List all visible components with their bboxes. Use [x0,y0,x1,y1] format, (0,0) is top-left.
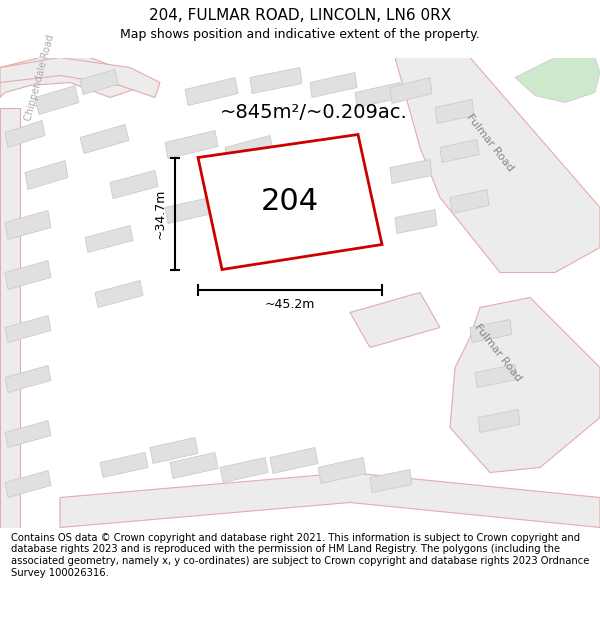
Polygon shape [0,107,20,527]
Polygon shape [95,281,143,308]
Text: ~34.7m: ~34.7m [154,188,167,239]
Polygon shape [225,136,273,162]
Polygon shape [270,448,318,474]
Polygon shape [35,86,79,114]
Polygon shape [475,364,517,388]
Polygon shape [198,134,382,269]
Polygon shape [5,261,51,289]
Polygon shape [5,316,51,342]
Polygon shape [0,58,140,98]
Polygon shape [275,149,323,174]
Polygon shape [5,366,51,392]
Polygon shape [390,78,432,104]
Polygon shape [450,298,600,472]
Polygon shape [100,452,148,478]
Text: Fulmar Road: Fulmar Road [464,112,515,173]
Polygon shape [165,198,213,224]
Polygon shape [0,58,160,98]
Polygon shape [478,409,520,432]
Polygon shape [310,72,357,98]
Polygon shape [5,121,45,148]
Polygon shape [25,161,68,189]
Polygon shape [165,131,218,159]
Polygon shape [5,471,51,498]
Polygon shape [80,124,129,154]
Text: Map shows position and indicative extent of the property.: Map shows position and indicative extent… [120,28,480,41]
Polygon shape [395,58,600,272]
Polygon shape [355,82,402,107]
Polygon shape [150,438,198,464]
Text: ~845m²/~0.209ac.: ~845m²/~0.209ac. [220,104,408,122]
Polygon shape [250,68,302,94]
Polygon shape [435,99,474,124]
Polygon shape [5,211,51,239]
Polygon shape [170,452,218,479]
Polygon shape [215,188,263,214]
Polygon shape [80,69,118,94]
Polygon shape [318,458,366,484]
Text: 204, FULMAR ROAD, LINCOLN, LN6 0RX: 204, FULMAR ROAD, LINCOLN, LN6 0RX [149,8,451,23]
Polygon shape [395,209,437,234]
Text: 204: 204 [261,187,319,216]
Polygon shape [370,469,412,492]
Polygon shape [85,226,133,253]
Polygon shape [515,58,600,102]
Polygon shape [470,319,512,342]
Polygon shape [390,159,432,184]
Text: Fulmar Road: Fulmar Road [473,322,523,383]
Polygon shape [185,78,238,106]
Polygon shape [350,292,440,348]
Text: ~45.2m: ~45.2m [265,298,315,311]
Text: Contains OS data © Crown copyright and database right 2021. This information is : Contains OS data © Crown copyright and d… [11,533,589,578]
Polygon shape [220,458,268,482]
Text: Chippendale Road: Chippendale Road [23,33,56,122]
Polygon shape [450,189,489,214]
Polygon shape [60,472,600,528]
Polygon shape [5,421,51,447]
Polygon shape [440,139,479,162]
Polygon shape [110,171,158,199]
